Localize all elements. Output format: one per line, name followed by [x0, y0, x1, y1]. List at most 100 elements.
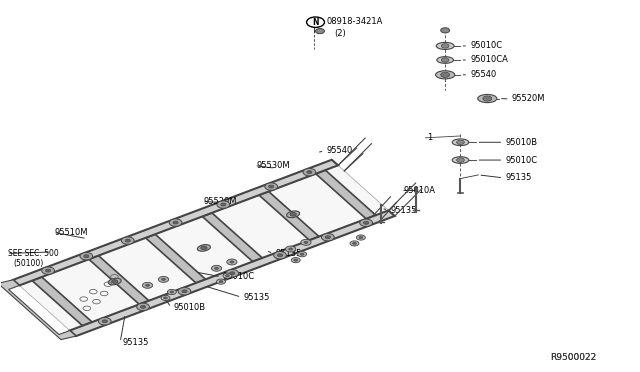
Circle shape	[307, 171, 312, 174]
Circle shape	[290, 212, 296, 216]
Polygon shape	[259, 192, 319, 240]
Text: 95520M: 95520M	[204, 197, 237, 206]
Circle shape	[356, 235, 365, 240]
Circle shape	[227, 259, 237, 265]
Circle shape	[168, 289, 176, 295]
Text: 95010B: 95010B	[173, 303, 205, 312]
Circle shape	[173, 221, 178, 224]
Circle shape	[146, 284, 150, 286]
Circle shape	[483, 96, 492, 101]
Circle shape	[230, 272, 235, 275]
Text: 1: 1	[428, 133, 433, 142]
Circle shape	[137, 303, 149, 311]
Text: 95010C: 95010C	[223, 272, 255, 281]
Polygon shape	[32, 277, 92, 326]
Text: R9500022: R9500022	[550, 353, 596, 362]
Ellipse shape	[452, 157, 468, 163]
Circle shape	[161, 295, 170, 301]
Ellipse shape	[477, 94, 497, 103]
Circle shape	[111, 280, 118, 283]
Polygon shape	[202, 213, 262, 262]
Circle shape	[325, 236, 330, 239]
Circle shape	[350, 241, 359, 246]
Text: 95540: 95540	[326, 146, 353, 155]
Circle shape	[164, 297, 168, 299]
Polygon shape	[0, 280, 76, 340]
Circle shape	[304, 241, 308, 243]
Circle shape	[178, 288, 191, 295]
Circle shape	[219, 280, 223, 283]
Circle shape	[274, 251, 287, 259]
Circle shape	[217, 201, 230, 208]
Ellipse shape	[287, 211, 300, 218]
Polygon shape	[13, 160, 338, 285]
Circle shape	[122, 237, 134, 244]
Circle shape	[216, 279, 225, 284]
Circle shape	[298, 251, 307, 257]
Circle shape	[225, 275, 229, 277]
Text: 95540: 95540	[470, 70, 497, 79]
Circle shape	[140, 305, 145, 308]
Circle shape	[457, 140, 465, 144]
Polygon shape	[89, 256, 149, 304]
Circle shape	[84, 255, 89, 258]
Circle shape	[169, 219, 182, 226]
Circle shape	[223, 273, 232, 278]
Text: SEE SEC. 500: SEE SEC. 500	[8, 249, 59, 258]
Circle shape	[230, 261, 234, 263]
Circle shape	[300, 253, 304, 255]
Circle shape	[442, 44, 449, 48]
Text: 95010A: 95010A	[403, 186, 435, 195]
Text: 95010C: 95010C	[505, 155, 538, 164]
Circle shape	[226, 270, 239, 277]
Polygon shape	[316, 170, 376, 219]
Text: 95135: 95135	[275, 249, 301, 258]
Text: 95010B: 95010B	[505, 138, 538, 147]
Circle shape	[285, 246, 296, 252]
Circle shape	[45, 269, 51, 272]
Circle shape	[303, 169, 316, 176]
Circle shape	[143, 282, 153, 288]
Circle shape	[360, 219, 372, 227]
Circle shape	[359, 236, 363, 238]
Circle shape	[442, 58, 449, 62]
Circle shape	[321, 234, 334, 241]
Circle shape	[441, 72, 450, 77]
Circle shape	[353, 242, 356, 244]
Text: (2): (2)	[335, 29, 346, 38]
Circle shape	[182, 290, 187, 293]
Circle shape	[99, 318, 111, 325]
Text: 95520M: 95520M	[511, 94, 545, 103]
Circle shape	[80, 253, 93, 260]
Circle shape	[201, 246, 207, 250]
Circle shape	[265, 183, 278, 190]
Circle shape	[159, 276, 169, 282]
Circle shape	[170, 291, 173, 293]
Text: R9500022: R9500022	[550, 353, 596, 362]
Circle shape	[269, 185, 274, 188]
Circle shape	[301, 239, 311, 245]
Circle shape	[294, 259, 298, 261]
Circle shape	[278, 254, 283, 257]
Ellipse shape	[452, 139, 468, 145]
Text: 95135: 95135	[505, 173, 532, 182]
Ellipse shape	[436, 42, 454, 49]
Ellipse shape	[197, 244, 211, 251]
Circle shape	[291, 257, 300, 263]
Polygon shape	[19, 165, 388, 330]
Circle shape	[441, 28, 450, 33]
Text: 95135: 95135	[243, 293, 269, 302]
Ellipse shape	[437, 57, 454, 63]
Text: 95010CA: 95010CA	[470, 55, 508, 64]
Polygon shape	[145, 234, 205, 283]
Text: 95135: 95135	[122, 338, 148, 347]
Polygon shape	[70, 211, 395, 336]
Text: 95135: 95135	[390, 206, 417, 215]
Circle shape	[42, 267, 54, 274]
Circle shape	[102, 320, 108, 323]
Circle shape	[162, 278, 166, 280]
Circle shape	[125, 239, 131, 242]
Text: 95530M: 95530M	[256, 161, 290, 170]
Circle shape	[307, 17, 324, 28]
Circle shape	[214, 267, 218, 269]
